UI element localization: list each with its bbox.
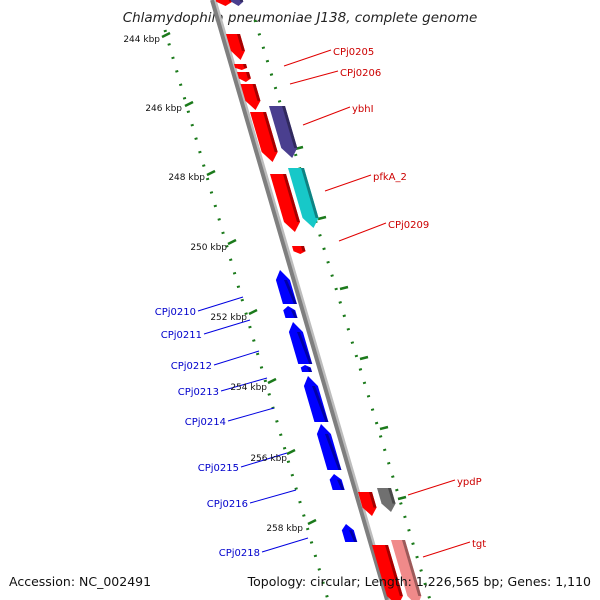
backbone-line <box>210 0 389 600</box>
gene-arrow-top-red <box>215 0 233 6</box>
gene-label-cpj0218: CPj0218 <box>219 548 260 559</box>
genome-backbone <box>210 0 392 600</box>
gene-arrow-ypdp-shade <box>388 488 396 504</box>
major-tick-6 <box>286 448 296 456</box>
outer-tick-ring <box>253 19 432 600</box>
leader-cpj0213 <box>220 377 268 392</box>
kbp-label-246: 246 kbp <box>145 104 182 114</box>
gene-features <box>215 0 422 600</box>
label-leaders <box>197 49 471 558</box>
major-tick-1 <box>184 100 194 108</box>
gene-label-cpj0212: CPj0212 <box>171 361 212 372</box>
gene-label-cpj0206: CPj0206 <box>340 68 381 79</box>
leader-ypdp <box>407 479 456 496</box>
gene-label-cpj0209: CPj0209 <box>388 220 429 231</box>
major-tick-7 <box>307 518 317 526</box>
forward-gene-labels: CPj0205 CPj0206 ybhI pfkA_2 CPj0209 ypdP… <box>333 47 486 550</box>
outer-major-tick-4 <box>379 425 389 431</box>
gene-arrow-cpj0205-small-shade <box>243 64 248 68</box>
gene-arrow-cpj0206-shade <box>246 72 251 79</box>
leader-pfka2 <box>324 174 372 192</box>
leader-tgt <box>422 541 471 558</box>
major-tick-2 <box>206 169 216 177</box>
leader-ybhi <box>302 106 351 126</box>
gene-arrow-cpj0205-shade <box>237 34 245 51</box>
gene-label-cpj0210: CPj0210 <box>155 307 196 318</box>
gene-arrow-cpj0209-shade <box>301 246 306 252</box>
gene-arrow-cpj0211-shade <box>291 310 298 318</box>
gene-arrow-tgt-red <box>372 545 403 600</box>
kbp-label-244: 244 kbp <box>123 35 160 45</box>
gene-arrow-cpj0218-shade <box>349 530 358 542</box>
gene-arrow-cpj0210-shade <box>284 280 297 304</box>
gene-label-tgt: tgt <box>472 539 486 550</box>
gene-arrow-pfka2-red-shade <box>283 174 300 222</box>
gene-label-cpj0215: CPj0215 <box>198 463 239 474</box>
outer-major-tick-5 <box>397 495 407 501</box>
kbp-labels: 244 kbp 246 kbp 248 kbp 250 kbp 252 kbp … <box>123 35 303 534</box>
gene-label-cpj0216: CPj0216 <box>207 499 248 510</box>
leader-cpj0218 <box>261 537 309 553</box>
gene-arrow-pfka2-shade <box>301 168 319 218</box>
major-tick-4 <box>248 308 258 316</box>
gene-arrow-ybhi-left-shade <box>252 84 261 101</box>
gene-label-ypdp: ypdP <box>457 477 482 488</box>
leader-cpj0212 <box>213 350 260 366</box>
gene-arrow-tgt-red-shade <box>385 545 403 596</box>
gene-arrow-tgt <box>391 540 422 600</box>
kbp-label-248: 248 kbp <box>168 173 205 183</box>
gene-arrow-cpj0213-shade <box>307 367 313 372</box>
leader-cpj0215 <box>240 452 288 468</box>
outer-major-tick-3 <box>359 355 369 361</box>
gene-arrow-ybhi <box>269 106 298 158</box>
gene-label-ybhi: ybhI <box>352 104 374 115</box>
gene-arrow-tgt-shade <box>402 540 422 596</box>
inner-tick-ring <box>163 29 330 600</box>
kbp-label-258: 258 kbp <box>266 524 303 534</box>
gene-arrow-cpj0215-shade <box>325 434 342 470</box>
major-tick-0 <box>161 31 171 39</box>
leader-cpj0206 <box>289 70 339 85</box>
major-tick-5 <box>267 377 277 385</box>
gene-arrow-cpj0214-shade <box>312 386 329 422</box>
gene-arrow-red-ypdp-shade <box>369 492 377 508</box>
gene-arrow-pfka2-red <box>270 174 300 232</box>
leader-cpj0214 <box>227 407 275 422</box>
map-title: Chlamydophila pneumoniae J138, complete … <box>123 10 478 26</box>
leader-cpj0211 <box>203 319 251 335</box>
major-tick-3 <box>227 238 237 246</box>
gene-label-cpj0214: CPj0214 <box>185 417 226 428</box>
outer-major-tick-1 <box>317 215 327 221</box>
leader-cpj0216 <box>249 489 297 504</box>
gene-arrow-ybhi-shade <box>282 106 298 148</box>
kbp-label-252: 252 kbp <box>210 313 247 323</box>
leader-cpj0209 <box>338 222 387 242</box>
leader-cpj0205 <box>283 49 332 67</box>
gene-arrow-cpj0216-shade <box>337 479 345 490</box>
outer-major-tick-2 <box>339 285 349 291</box>
gene-arrow-cpj0212-shade <box>297 332 313 364</box>
gene-arrow-top-purple <box>230 0 244 6</box>
kbp-label-250: 250 kbp <box>190 243 227 253</box>
kbp-label-254: 254 kbp <box>230 383 267 393</box>
kbp-label-256: 256 kbp <box>250 454 287 464</box>
gene-label-cpj0205: CPj0205 <box>333 47 374 58</box>
gene-arrow-top-purple-shade <box>239 0 244 2</box>
gene-label-cpj0213: CPj0213 <box>178 387 219 398</box>
gene-label-cpj0211: CPj0211 <box>161 330 202 341</box>
gene-arrow-red-246-shade <box>263 112 278 152</box>
gene-arrow-pfka2 <box>288 168 319 228</box>
accession-text: Accession: NC_002491 <box>9 574 151 589</box>
gene-arrow-red-246 <box>250 112 278 162</box>
reverse-gene-labels: CPj0210 CPj0211 CPj0212 CPj0213 CPj0214 … <box>155 307 260 559</box>
leader-cpj0210 <box>197 296 244 312</box>
topology-text: Topology: circular; Length: 1,226,565 bp… <box>247 574 591 589</box>
gene-label-pfka2: pfkA_2 <box>373 172 407 183</box>
kbp-tick-marks <box>161 19 432 600</box>
